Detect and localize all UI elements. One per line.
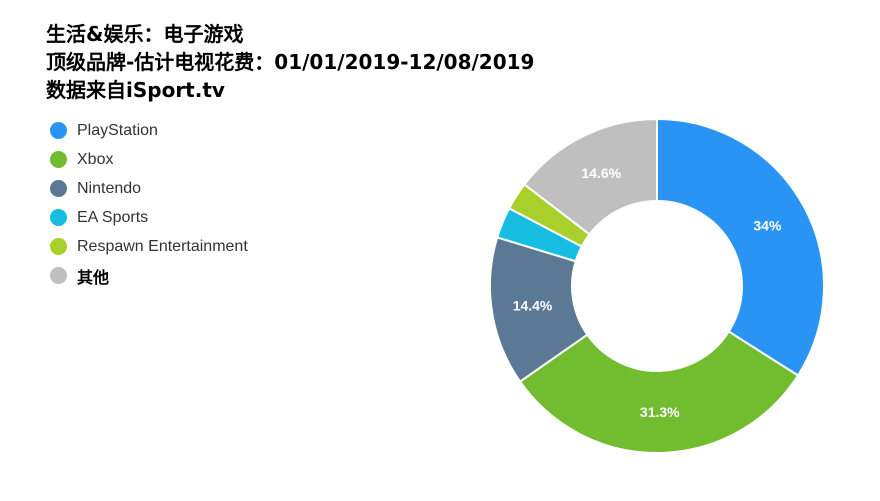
- legend-item: PlayStation: [50, 116, 248, 145]
- legend-item: Respawn Entertainment: [50, 232, 248, 261]
- donut-chart: 34% 31.3% 14.4% 14.6%: [489, 117, 825, 454]
- legend-label: EA Sports: [77, 208, 149, 226]
- legend-label: PlayStation: [77, 121, 158, 139]
- legend-item: Xbox: [50, 145, 248, 174]
- legend-swatch: [50, 209, 67, 226]
- legend-swatch: [50, 151, 67, 168]
- legend-item: EA Sports: [50, 203, 248, 232]
- donut-slice: [518, 330, 800, 454]
- legend-label: Respawn Entertainment: [77, 237, 248, 255]
- donut-slice: [523, 117, 658, 236]
- legend-label: Nintendo: [77, 179, 142, 197]
- legend-item: 其他: [50, 261, 248, 290]
- chart-subtitle: 顶级品牌-估计电视花费：01/01/2019-12/08/2019: [46, 50, 535, 74]
- donut-slice: [656, 117, 825, 377]
- legend-swatch: [50, 180, 67, 197]
- slice-value-label: 14.6%: [581, 165, 621, 181]
- legend-label: 其他: [77, 267, 110, 287]
- legend-swatch: [50, 122, 67, 139]
- chart-title: 生活&娱乐：电子游戏: [46, 22, 244, 46]
- slice-value-label: 34%: [753, 217, 782, 233]
- slice-value-label: 31.3%: [640, 404, 680, 420]
- chart-title-block: 生活&娱乐：电子游戏 顶级品牌-估计电视花费：01/01/2019-12/08/…: [46, 20, 534, 104]
- legend-swatch: [50, 267, 67, 284]
- chart-source: 数据来自iSport.tv: [46, 78, 225, 102]
- chart-legend: PlayStation Xbox Nintendo EA Sports Respawn …: [50, 116, 248, 290]
- legend-swatch: [50, 238, 67, 255]
- legend-item: Nintendo: [50, 174, 248, 203]
- legend-label: Xbox: [77, 150, 114, 168]
- slice-value-label: 14.4%: [513, 298, 553, 314]
